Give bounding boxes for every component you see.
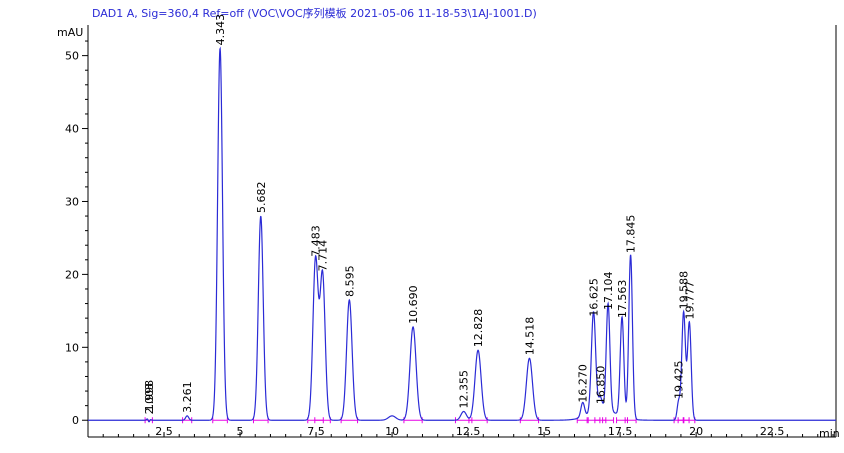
x-tick-label: 15 [537,425,551,438]
x-tick-label: 5 [237,425,244,438]
y-tick-label: 30 [65,195,79,208]
y-tick-label: 20 [65,268,79,281]
peak-label: 5.682 [255,182,268,214]
peak-label: 19.777 [683,281,696,320]
peak-label: 2.003 [143,383,156,415]
y-tick-label: 0 [72,414,79,427]
x-tick-label: 20 [689,425,703,438]
y-tick-label: 10 [65,341,79,354]
peak-label: 16.625 [588,278,601,317]
peak-label: 17.845 [625,215,638,254]
y-tick-label: 40 [65,123,79,136]
peak-label: 1.998 [143,380,156,412]
y-axis-label: mAU [57,26,83,39]
peak-label: 19.588 [678,271,691,310]
peak-label: 19.425 [673,361,686,400]
y-tick-label: 50 [65,50,79,63]
x-tick-label: 17.5 [608,425,633,438]
x-tick-label: 2.5 [155,425,173,438]
chart-title: DAD1 A, Sig=360,4 Ref=off (VOC\VOC序列模板 2… [92,6,537,20]
peak-label: 3.261 [181,381,194,413]
peak-label: 17.563 [616,280,629,319]
peak-label: 12.355 [458,370,471,409]
axis-ticks: 0 10 20 30 40 50 2.5 5 7.5 10 12.5 15 17.5 20 22.5 [65,40,834,438]
x-tick-label: 10 [385,425,399,438]
peak-label: 17.104 [602,272,615,311]
chromatogram-trace [88,46,836,423]
peak-label: 8.595 [343,265,356,297]
peak-label: 7.483 [310,225,323,257]
peak-label: 10.690 [407,285,420,324]
peak-label: 4.343 [214,14,227,46]
x-tick-label: 22.5 [760,425,785,438]
x-axis-label: min [819,427,840,440]
peak-label: 16.270 [577,364,590,403]
peak-label: 7.714 [317,240,330,272]
x-tick-label: 7.5 [307,425,325,438]
x-tick-label: 12.5 [456,425,481,438]
peak-label: 14.518 [523,317,536,356]
peak-label: 12.828 [472,309,485,348]
peak-label: 16.850 [594,366,607,405]
